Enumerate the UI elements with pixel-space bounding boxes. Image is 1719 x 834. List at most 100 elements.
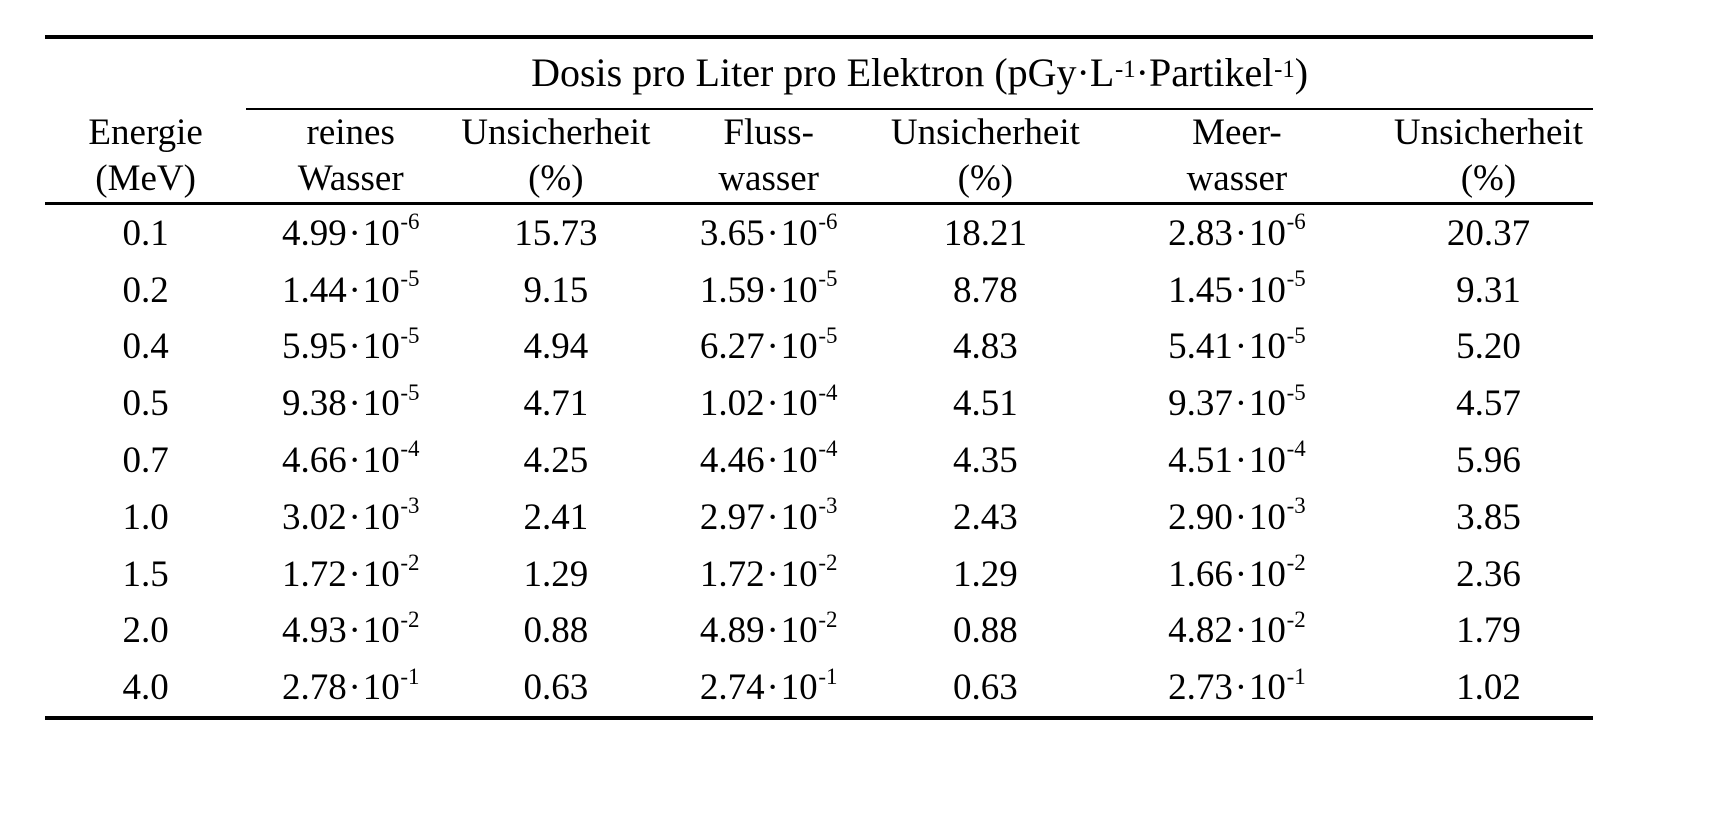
base-ten: 10 [362, 496, 400, 538]
exponent: -4 [818, 436, 838, 462]
exponent: -5 [400, 266, 420, 292]
uncertainty-cell-pure-water: 4.94 [523, 326, 589, 368]
uncertainty-cell-river-water: 0.88 [953, 610, 1018, 652]
uncertainty-cell-river-water: 2.43 [953, 496, 1018, 538]
base-ten: 10 [1248, 269, 1286, 311]
dose-cell-pure-water: 1.44·10-5 [246, 267, 455, 311]
mantissa: 4.93 [281, 610, 347, 652]
multiplication-dot: · [348, 440, 361, 482]
base-ten: 10 [1248, 667, 1286, 709]
base-ten: 10 [780, 553, 818, 595]
group-header-spacer [45, 39, 246, 110]
exponent: -1 [1286, 663, 1306, 689]
column-header-line: (%) [528, 158, 584, 199]
mantissa: 2.78 [281, 667, 347, 709]
exponent: -2 [1286, 606, 1306, 632]
dose-cell-river-water: 1.59·10-5 [656, 267, 880, 311]
exponent: -6 [1286, 209, 1306, 235]
dose-cell-pure-water: 4.93·10-2 [246, 608, 455, 652]
dose-cell-sea-water: 2.83·10-6 [1090, 210, 1384, 254]
column-header-line: Energie [88, 112, 203, 153]
dose-cell-sea-water: 9.37·10-5 [1090, 381, 1384, 425]
base-ten: 10 [362, 269, 400, 311]
energy-cell: 0.1 [122, 212, 169, 254]
uncertainty-cell-sea-water: 9.31 [1456, 269, 1521, 311]
dose-cell-pure-water: 1.72·10-2 [246, 551, 455, 593]
dose-cell-river-water: 1.72·10-2 [656, 551, 880, 595]
energy-cell: 1.5 [122, 553, 169, 595]
column-header-line: wasser [1186, 158, 1288, 199]
exponent: -2 [400, 550, 420, 576]
column-header-uncertainty-river: Unsicherheit (%) [881, 110, 1090, 202]
dose-cell-sea-water: 2.73·10-1 [1090, 665, 1384, 709]
exponent: -5 [1286, 322, 1306, 348]
group-header-text: ·Partikel [1135, 50, 1274, 95]
mantissa: 1.45 [1168, 269, 1233, 311]
mantissa: 2.83 [1168, 212, 1233, 254]
dose-cell-sea-water: 1.66·10-2 [1090, 551, 1384, 595]
uncertainty-cell-river-water: 1.29 [953, 553, 1018, 595]
base-ten: 10 [780, 667, 818, 709]
column-header-line: reines [306, 112, 395, 153]
uncertainty-cell-pure-water: 1.29 [523, 553, 589, 595]
dose-cell-river-water: 2.97·10-3 [656, 494, 880, 536]
mantissa: 4.46 [699, 440, 765, 482]
uncertainty-cell-sea-water: 3.85 [1456, 496, 1521, 538]
mantissa: 1.72 [699, 553, 765, 595]
group-header-row: Dosis pro Liter pro Elektron (pGy·L -1 ·Pa… [45, 39, 1593, 110]
mantissa: 9.38 [281, 383, 347, 425]
multiplication-dot: · [1234, 667, 1248, 709]
base-ten: 10 [780, 212, 818, 254]
base-ten: 10 [780, 326, 818, 368]
exponent: -5 [1286, 379, 1306, 405]
uncertainty-cell-river-water: 8.78 [953, 269, 1018, 311]
column-header-line: Unsicherheit [890, 112, 1080, 153]
exponent: -1 [818, 663, 838, 689]
multiplication-dot: · [348, 212, 361, 254]
base-ten: 10 [780, 383, 818, 425]
base-ten: 10 [1248, 383, 1286, 425]
table-row: 1.0 3.02·10-3 2.41 2.97·10-3 2.43 2.90·10-3 3.… [45, 489, 1593, 546]
uncertainty-cell-pure-water: 2.41 [523, 496, 589, 538]
dose-cell-river-water: 3.65·10-6 [656, 210, 880, 254]
multiplication-dot: · [766, 269, 779, 311]
uncertainty-cell-sea-water: 20.37 [1446, 212, 1531, 254]
uncertainty-cell-sea-water: 5.20 [1456, 326, 1521, 368]
mantissa: 2.74 [699, 667, 765, 709]
table-row: 0.4 5.95·10-5 4.94 6.27·10-5 4.83 5.41·10-5 5.… [45, 319, 1593, 376]
base-ten: 10 [1248, 326, 1286, 368]
mantissa: 1.66 [1168, 553, 1233, 595]
table-row: 0.1 4.99·10-6 15.73 3.65·10-6 18.21 2.83·10-6… [45, 205, 1593, 262]
group-header-title: Dosis pro Liter pro Elektron (pGy·L -1 ·Pa… [246, 39, 1593, 110]
dose-cell-sea-water: 4.51·10-4 [1090, 437, 1384, 479]
multiplication-dot: · [348, 383, 361, 425]
uncertainty-cell-pure-water: 4.25 [523, 440, 589, 482]
exponent: -1 [400, 663, 420, 689]
dose-cell-sea-water: 1.45·10-5 [1090, 267, 1384, 311]
column-header-uncertainty-pure: Unsicherheit (%) [455, 110, 656, 202]
table-top-rule [45, 35, 1593, 39]
multiplication-dot: · [766, 553, 779, 595]
exponent: -3 [400, 493, 420, 519]
dose-cell-river-water: 6.27·10-5 [656, 324, 880, 368]
column-header-line: Unsicherheit [461, 112, 651, 153]
base-ten: 10 [362, 383, 400, 425]
multiplication-dot: · [1234, 269, 1248, 311]
uncertainty-cell-pure-water: 15.73 [514, 212, 598, 254]
mantissa: 5.41 [1168, 326, 1233, 368]
multiplication-dot: · [766, 440, 779, 482]
dose-cell-pure-water: 4.66·10-4 [246, 437, 455, 482]
energy-cell: 4.0 [122, 667, 169, 709]
base-ten: 10 [1248, 212, 1286, 254]
base-ten: 10 [1248, 610, 1286, 652]
uncertainty-cell-river-water: 0.63 [953, 667, 1018, 709]
base-ten: 10 [362, 326, 400, 368]
uncertainty-cell-sea-water: 4.57 [1456, 383, 1521, 425]
multiplication-dot: · [348, 326, 361, 368]
exponent: -5 [400, 322, 420, 348]
multiplication-dot: · [1234, 553, 1248, 595]
exponent: -2 [818, 606, 838, 632]
multiplication-dot: · [1234, 610, 1248, 652]
table-row: 4.0 2.78·10-1 0.63 2.74·10-1 0.63 2.73·10-1 1.… [45, 659, 1593, 716]
base-ten: 10 [362, 610, 400, 652]
